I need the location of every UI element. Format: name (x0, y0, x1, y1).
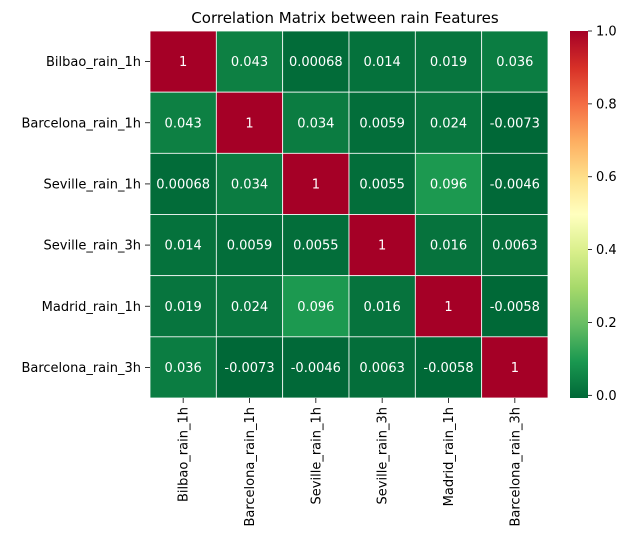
heatmap-cell (215, 214, 284, 277)
column-tick-label: Bilbao_rain_1h (177, 407, 192, 502)
heatmap-cell (348, 214, 416, 277)
heatmap-cell (414, 152, 483, 215)
cell-value-label: 0.016 (364, 300, 401, 315)
cell-value-label: 0.0059 (227, 239, 273, 254)
heatmap-cell (481, 30, 549, 93)
cell-value-label: 1 (245, 116, 253, 131)
column-tick-label: Barcelona_rain_3h (508, 407, 523, 527)
colorbar-tick-label: 0.8 (596, 97, 617, 112)
cell-value-label: 0.014 (165, 239, 202, 254)
heatmap-cell (414, 30, 483, 93)
row-tick-labels: Bilbao_rain_1h Barcelona_rain_1h Seville_r… (21, 55, 150, 376)
heatmap-cell (149, 152, 217, 215)
heatmap-cell (348, 30, 416, 93)
cell-value-label: 0.00068 (156, 177, 210, 192)
row-tick-label: Barcelona_rain_1h (21, 116, 141, 131)
cell-value-label: 0.024 (231, 300, 268, 315)
cell-value-label: 0.034 (231, 177, 268, 192)
heatmap-cell (282, 30, 350, 93)
heatmap-cell (348, 275, 416, 338)
colorbar-tick-label: 0.4 (596, 243, 617, 258)
cell-value-label: 0.036 (496, 55, 533, 70)
cell-value-label: 0.014 (364, 55, 401, 70)
row-tick-label: Seville_rain_1h (44, 177, 141, 192)
cell-value-label: 1 (378, 239, 386, 254)
cell-value-label: -0.0058 (490, 300, 540, 315)
heatmap-cell (149, 30, 217, 93)
colorbar-tick-label: 0.2 (596, 316, 617, 331)
heatmap-cell (149, 275, 217, 338)
heatmap-cell (481, 91, 549, 154)
cell-value-label: -0.0073 (224, 361, 274, 376)
row-tick-label: Madrid_rain_1h (42, 300, 141, 315)
heatmap-cell (481, 275, 549, 338)
cell-value-label: 1 (312, 177, 320, 192)
heatmap-cell (348, 152, 416, 215)
cell-value-label: 0.043 (165, 116, 202, 131)
cell-value-label: 0.0055 (359, 177, 405, 192)
heatmap-cell (481, 336, 549, 399)
cell-value-label: 0.096 (297, 300, 334, 315)
heatmap-cell (149, 336, 217, 399)
cell-value-label: 1 (444, 300, 452, 315)
cell-value-label: 1 (511, 361, 519, 376)
colorbar-scale (570, 31, 588, 398)
heatmap-cell (481, 152, 549, 215)
cell-value-label: 1 (179, 55, 187, 70)
cell-value-label: 0.043 (231, 55, 268, 70)
cell-value-label: -0.0046 (291, 361, 341, 376)
colorbar-tick-label: 1.0 (596, 25, 617, 40)
cell-value-label: -0.0046 (490, 177, 540, 192)
cell-value-label: 0.034 (297, 116, 334, 131)
heatmap-cell (414, 275, 483, 338)
cell-value-label: -0.0073 (490, 116, 540, 131)
heatmap-cell (215, 30, 284, 93)
row-tick-label: Barcelona_rain_3h (21, 361, 141, 376)
column-tick-label: Seville_rain_3h (376, 407, 391, 504)
heatmap-cell (282, 214, 350, 277)
column-tick-label: Madrid_rain_1h (442, 407, 457, 506)
cell-value-label: 0.0063 (492, 239, 538, 254)
heatmap-cell (149, 214, 217, 277)
row-tick-label: Bilbao_rain_1h (46, 55, 141, 70)
heatmap-cell (348, 91, 416, 154)
heatmap-cell (414, 214, 483, 277)
colorbar-tick-label: 0.0 (596, 389, 617, 404)
cell-value-label: 0.036 (165, 361, 202, 376)
cell-value-label: 0.096 (430, 177, 467, 192)
cell-value-label: 0.0059 (359, 116, 405, 131)
heatmap-cell (215, 91, 284, 154)
heatmap-cell (215, 152, 284, 215)
cell-value-label: 0.016 (430, 239, 467, 254)
cell-value-label: 0.0063 (359, 361, 405, 376)
cell-value-label: 0.0055 (293, 239, 339, 254)
column-tick-labels: Bilbao_rain_1h Barcelona_rain_1h Seville_r… (177, 398, 523, 527)
chart-title: Correlation Matrix between rain Features (191, 9, 499, 27)
row-tick-label: Seville_rain_3h (44, 239, 141, 254)
heatmap-cell (414, 336, 483, 399)
cell-value-label: -0.0058 (423, 361, 473, 376)
heatmap-cell (481, 214, 549, 277)
heatmap-cells (149, 30, 549, 399)
colorbar-tick-label: 0.6 (596, 170, 617, 185)
column-tick-label: Seville_rain_1h (309, 407, 324, 504)
heatmap-cell-labels: 1 0.043 0.00068 0.014 0.019 0.036 0.043 1 0.034 0… (156, 55, 540, 376)
column-tick-label: Barcelona_rain_1h (243, 407, 258, 527)
colorbar: 0.0 0.2 0.4 0.6 0.8 1.0 (570, 25, 617, 404)
cell-value-label: 0.00068 (289, 55, 343, 70)
cell-value-label: 0.019 (165, 300, 202, 315)
cell-value-label: 0.024 (430, 116, 467, 131)
heatmap-cell (282, 275, 350, 338)
cell-value-label: 0.019 (430, 55, 467, 70)
